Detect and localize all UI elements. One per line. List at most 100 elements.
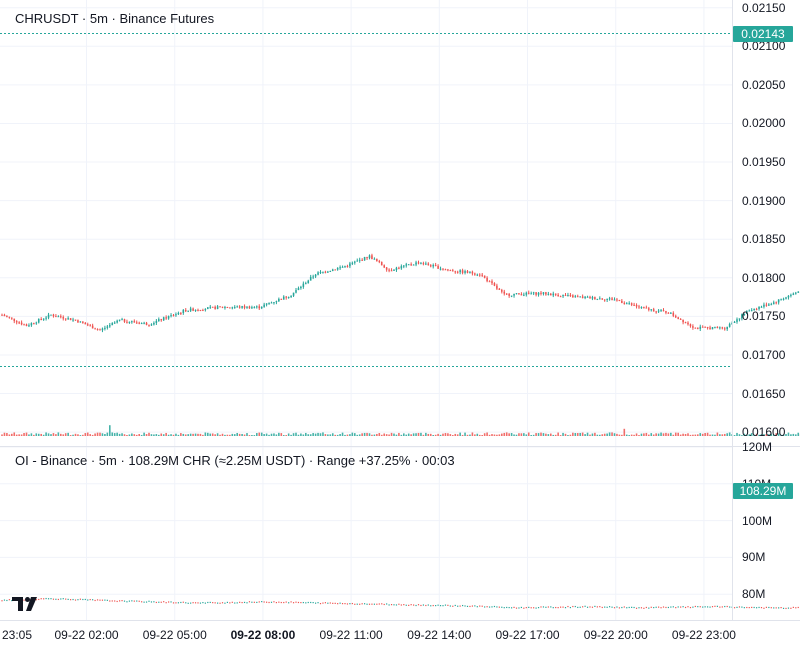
oi-point <box>616 606 618 608</box>
candle-body <box>596 298 599 300</box>
oi-point <box>530 607 532 609</box>
oi-point <box>680 606 682 608</box>
oi-point <box>670 606 672 608</box>
volume-bar <box>197 433 199 436</box>
oi-point <box>540 606 542 608</box>
volume-bar <box>1 434 3 436</box>
volume-bar <box>665 432 667 436</box>
candle-body <box>158 319 160 321</box>
candle-body <box>456 271 459 273</box>
oi-point <box>658 606 660 608</box>
oi-point <box>315 602 317 604</box>
oi-point <box>199 602 202 604</box>
volume-bar <box>297 434 300 436</box>
volume-bar <box>42 434 45 436</box>
oi-point <box>471 605 473 607</box>
volume-bar <box>385 434 388 436</box>
candle-body <box>493 283 496 286</box>
tradingview-logo-icon[interactable] <box>10 591 44 613</box>
oi-point <box>613 607 616 609</box>
volume-bar <box>47 433 50 436</box>
volume-bar <box>189 433 192 436</box>
oi-point <box>283 601 285 604</box>
candle-body <box>238 306 241 308</box>
volume-bar <box>618 434 621 436</box>
volume-bar <box>648 434 650 436</box>
candle-body <box>630 303 633 305</box>
volume-bar <box>721 434 724 436</box>
volume-bar <box>456 434 459 436</box>
candle-body <box>383 265 385 268</box>
candle-body <box>648 308 650 310</box>
oi-point <box>746 606 748 609</box>
oi-point <box>785 607 787 610</box>
oi-point <box>435 605 437 607</box>
oi-point <box>704 606 706 608</box>
volume-bar <box>770 433 773 436</box>
oi-point <box>79 598 81 600</box>
candle-body <box>312 276 314 278</box>
oi-point <box>599 606 601 608</box>
candle-body <box>498 288 501 290</box>
candle-body <box>797 291 800 293</box>
volume-bar <box>211 433 214 436</box>
candle-body <box>96 329 99 331</box>
volume-bar <box>483 433 486 436</box>
candle-body <box>341 266 344 268</box>
oi-point <box>346 603 349 605</box>
volume-bar <box>660 432 662 436</box>
candle-body <box>537 292 540 295</box>
volume-bar <box>390 432 393 436</box>
oi-point <box>111 600 113 602</box>
oi-point <box>415 604 417 607</box>
oi-point <box>773 607 775 609</box>
candle-body <box>297 288 300 291</box>
candle-body <box>760 306 763 308</box>
candle-body <box>42 318 45 320</box>
volume-bar <box>263 434 265 436</box>
oi-point <box>334 602 336 604</box>
oi-point <box>513 606 515 608</box>
oi-point <box>449 605 451 607</box>
oi-point <box>420 604 422 607</box>
volume-bar <box>635 433 638 436</box>
oi-point <box>765 606 767 608</box>
oi-point <box>197 602 199 604</box>
candle-body <box>748 310 751 312</box>
oi-point <box>243 601 246 604</box>
candle-body <box>356 260 359 262</box>
candle-body <box>251 307 253 309</box>
time-axis-label: 09-22 11:00 <box>319 628 383 642</box>
volume-bar <box>214 434 216 436</box>
volume-bar <box>719 434 721 436</box>
volume-bar <box>606 433 608 436</box>
oi-point <box>523 607 525 609</box>
oi-point <box>273 601 275 603</box>
volume-bar <box>317 432 319 436</box>
volume-bar <box>45 432 47 436</box>
volume-bar <box>346 434 349 436</box>
candle-body <box>501 289 503 292</box>
candle-body <box>471 271 474 274</box>
volume-bar <box>153 434 155 436</box>
price-axis-label: 0.01600 <box>742 425 786 440</box>
candle-body <box>72 319 74 321</box>
candle-body <box>256 306 258 308</box>
candle-body <box>652 309 655 312</box>
candle-body <box>231 307 234 309</box>
candle-body <box>795 292 797 294</box>
candle-body <box>532 292 535 294</box>
volume-bar <box>77 434 79 436</box>
oi-point <box>354 603 356 605</box>
oi-point <box>123 600 126 602</box>
oi-point <box>121 600 123 602</box>
candle-body <box>3 314 6 317</box>
oi-point <box>324 602 326 604</box>
oi-point <box>631 606 633 608</box>
candle-body <box>772 302 775 305</box>
volume-bar <box>452 435 454 436</box>
volume-bar <box>273 433 275 436</box>
candle-body <box>140 323 143 325</box>
candle-body <box>787 295 790 298</box>
